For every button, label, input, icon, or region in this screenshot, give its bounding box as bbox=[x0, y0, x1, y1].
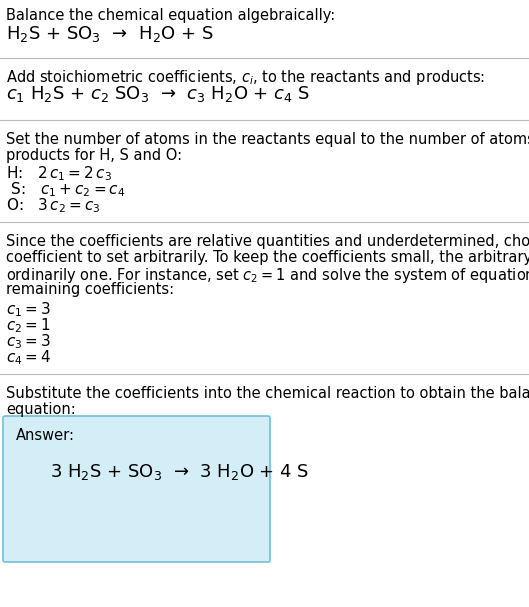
Text: O:   $3\,c_2 = c_3$: O: $3\,c_2 = c_3$ bbox=[6, 196, 101, 215]
Text: Balance the chemical equation algebraically:: Balance the chemical equation algebraica… bbox=[6, 8, 335, 23]
Text: Since the coefficients are relative quantities and underdetermined, choose a: Since the coefficients are relative quan… bbox=[6, 234, 529, 249]
Text: coefficient to set arbitrarily. To keep the coefficients small, the arbitrary va: coefficient to set arbitrarily. To keep … bbox=[6, 250, 529, 265]
Text: products for H, S and O:: products for H, S and O: bbox=[6, 148, 182, 163]
Text: Add stoichiometric coefficients, $c_i$, to the reactants and products:: Add stoichiometric coefficients, $c_i$, … bbox=[6, 68, 485, 87]
Text: H$_2$S + SO$_3$  →  H$_2$O + S: H$_2$S + SO$_3$ → H$_2$O + S bbox=[6, 24, 214, 44]
Text: $c_3 = 3$: $c_3 = 3$ bbox=[6, 332, 51, 351]
Text: equation:: equation: bbox=[6, 402, 76, 417]
Text: Substitute the coefficients into the chemical reaction to obtain the balanced: Substitute the coefficients into the che… bbox=[6, 386, 529, 401]
Text: 3 H$_2$S + SO$_3$  →  3 H$_2$O + 4 S: 3 H$_2$S + SO$_3$ → 3 H$_2$O + 4 S bbox=[50, 462, 309, 482]
Text: Set the number of atoms in the reactants equal to the number of atoms in the: Set the number of atoms in the reactants… bbox=[6, 132, 529, 147]
Text: $c_2 = 1$: $c_2 = 1$ bbox=[6, 316, 51, 334]
Text: $c_1$ H$_2$S + $c_2$ SO$_3$  →  $c_3$ H$_2$O + $c_4$ S: $c_1$ H$_2$S + $c_2$ SO$_3$ → $c_3$ H$_2… bbox=[6, 84, 311, 104]
Text: H:   $2\,c_1 = 2\,c_3$: H: $2\,c_1 = 2\,c_3$ bbox=[6, 164, 112, 183]
FancyBboxPatch shape bbox=[3, 416, 270, 562]
Text: remaining coefficients:: remaining coefficients: bbox=[6, 282, 174, 297]
Text: S:   $c_1 + c_2 = c_4$: S: $c_1 + c_2 = c_4$ bbox=[6, 180, 125, 198]
Text: ordinarily one. For instance, set $c_2 = 1$ and solve the system of equations fo: ordinarily one. For instance, set $c_2 =… bbox=[6, 266, 529, 285]
Text: $c_1 = 3$: $c_1 = 3$ bbox=[6, 300, 51, 319]
Text: Answer:: Answer: bbox=[16, 428, 75, 443]
Text: $c_4 = 4$: $c_4 = 4$ bbox=[6, 348, 51, 367]
